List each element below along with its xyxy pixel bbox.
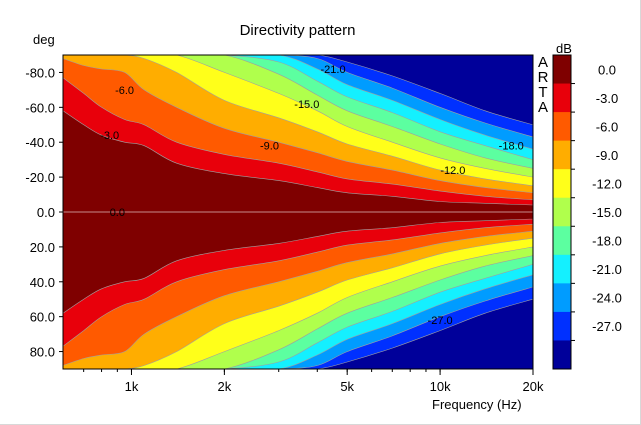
contour-label: -18.0	[499, 141, 524, 153]
y-tick-label: 40.0	[30, 275, 55, 290]
contour-label: -21.0	[321, 64, 346, 76]
chart-title: Directivity pattern	[239, 22, 356, 39]
contour-label: -3.0	[100, 130, 119, 142]
colorbar-swatch	[553, 83, 571, 113]
colorbar-swatch	[553, 197, 571, 227]
colorbar-swatch	[553, 340, 571, 370]
contour-label: -9.0	[260, 141, 279, 153]
y-tick-label: 20.0	[30, 240, 55, 255]
colorbar-swatch	[553, 140, 571, 170]
colorbar-level-label: -6.0	[596, 119, 618, 134]
y-tick-label: 0.0	[37, 205, 55, 220]
contour-label: 0.0	[110, 207, 125, 219]
y-tick-label: 60.0	[30, 310, 55, 325]
colorbar-swatch	[553, 283, 571, 313]
colorbar-level-label: 0.0	[598, 62, 616, 77]
x-tick-label: 2k	[218, 379, 232, 394]
x-tick-label: 10k	[430, 379, 451, 394]
y-tick-label: -80.0	[25, 65, 55, 80]
colorbar-swatch	[553, 55, 571, 85]
x-tick-label: 5k	[340, 379, 354, 394]
colorbar-swatch	[553, 254, 571, 284]
colorbar-level-label: -24.0	[592, 291, 622, 306]
x-tick-label: 1k	[125, 379, 139, 394]
arta-brand-logo: ARTA	[537, 54, 549, 116]
colorbar-frame	[552, 54, 572, 370]
y-axis-unit-label: deg	[33, 32, 55, 47]
colorbar-level-label: -27.0	[592, 319, 622, 334]
colorbar-level-label: -15.0	[592, 205, 622, 220]
colorbar-level-label: -3.0	[596, 91, 618, 106]
contour-label: -15.0	[294, 99, 319, 111]
y-tick-label: 80.0	[30, 345, 55, 360]
y-tick-label: -60.0	[25, 100, 55, 115]
colorbar-swatch	[553, 226, 571, 256]
colorbar-level-label: -18.0	[592, 234, 622, 249]
colorbar-level-label: -21.0	[592, 262, 622, 277]
x-tick-label: 20k	[523, 379, 544, 394]
colorbar-level-label: -9.0	[596, 148, 618, 163]
contour-label: -27.0	[428, 315, 453, 327]
contour-label: -6.0	[115, 85, 134, 97]
x-axis-label: Frequency (Hz)	[432, 397, 522, 412]
colorbar-unit-label: dB	[556, 41, 572, 56]
colorbar-swatch	[553, 112, 571, 142]
contour-label: -12.0	[440, 165, 465, 177]
colorbar-level-label: -12.0	[592, 176, 622, 191]
colorbar-swatch	[553, 169, 571, 199]
y-tick-label: -20.0	[25, 170, 55, 185]
y-tick-label: -40.0	[25, 135, 55, 150]
colorbar-swatch	[553, 311, 571, 341]
